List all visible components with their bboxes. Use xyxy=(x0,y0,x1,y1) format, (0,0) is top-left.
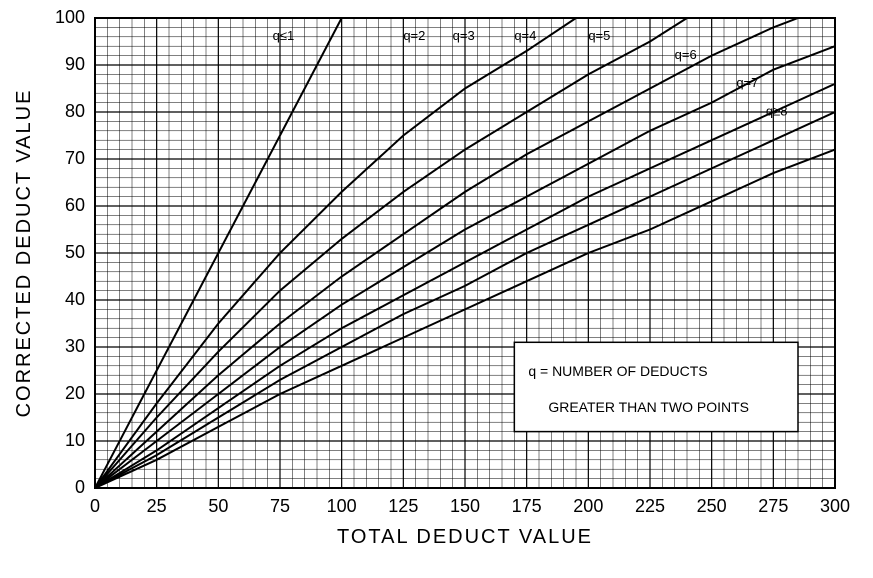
x-tick-label: 175 xyxy=(512,496,542,516)
deduct-value-chart: q≤1 q=2 q=3 q=4 q=5 q=6 q=7 q≥8 q = NUMBER OF DE… xyxy=(0,0,873,578)
x-tick-label: 100 xyxy=(327,496,357,516)
x-tick-label: 0 xyxy=(90,496,100,516)
x-tick-label: 300 xyxy=(820,496,850,516)
y-tick-label: 40 xyxy=(65,289,85,309)
x-tick-label: 275 xyxy=(758,496,788,516)
curve-label-q1: q≤1 xyxy=(273,28,295,43)
curve-label-q2: q=2 xyxy=(403,28,425,43)
x-tick-label: 125 xyxy=(388,496,418,516)
y-tick-label: 50 xyxy=(65,242,85,262)
curve-label-q4: q=4 xyxy=(514,28,536,43)
curve-label-q7: q=7 xyxy=(736,75,758,90)
y-tick-label: 0 xyxy=(75,477,85,497)
chart-container: q≤1 q=2 q=3 q=4 q=5 q=6 q=7 q≥8 q = NUMBER OF DE… xyxy=(0,0,873,578)
x-tick-label: 150 xyxy=(450,496,480,516)
y-tick-label: 80 xyxy=(65,101,85,121)
x-tick-label: 250 xyxy=(697,496,727,516)
x-tick-label: 50 xyxy=(208,496,228,516)
curve-label-q6: q=6 xyxy=(675,47,697,62)
x-axis-label: TOTAL DEDUCT VALUE xyxy=(337,526,593,548)
curve-label-q8: q≥8 xyxy=(766,103,788,118)
x-tick-label: 75 xyxy=(270,496,290,516)
legend-line2: GREATER THAN TWO POINTS xyxy=(548,399,749,415)
x-tick-label: 200 xyxy=(573,496,603,516)
legend-line1: q = NUMBER OF DEDUCTS xyxy=(528,363,707,379)
y-tick-label: 70 xyxy=(65,148,85,168)
y-tick-label: 20 xyxy=(65,383,85,403)
x-tick-label: 225 xyxy=(635,496,665,516)
curve-label-q3: q=3 xyxy=(453,28,475,43)
y-tick-label: 90 xyxy=(65,54,85,74)
legend-box xyxy=(514,342,798,431)
x-tick-label: 25 xyxy=(147,496,167,516)
y-tick-label: 100 xyxy=(55,7,85,27)
y-axis-label: CORRECTED DEDUCT VALUE xyxy=(13,89,35,418)
curve-label-q5: q=5 xyxy=(588,28,610,43)
y-tick-label: 10 xyxy=(65,430,85,450)
y-tick-label: 30 xyxy=(65,336,85,356)
y-tick-label: 60 xyxy=(65,195,85,215)
